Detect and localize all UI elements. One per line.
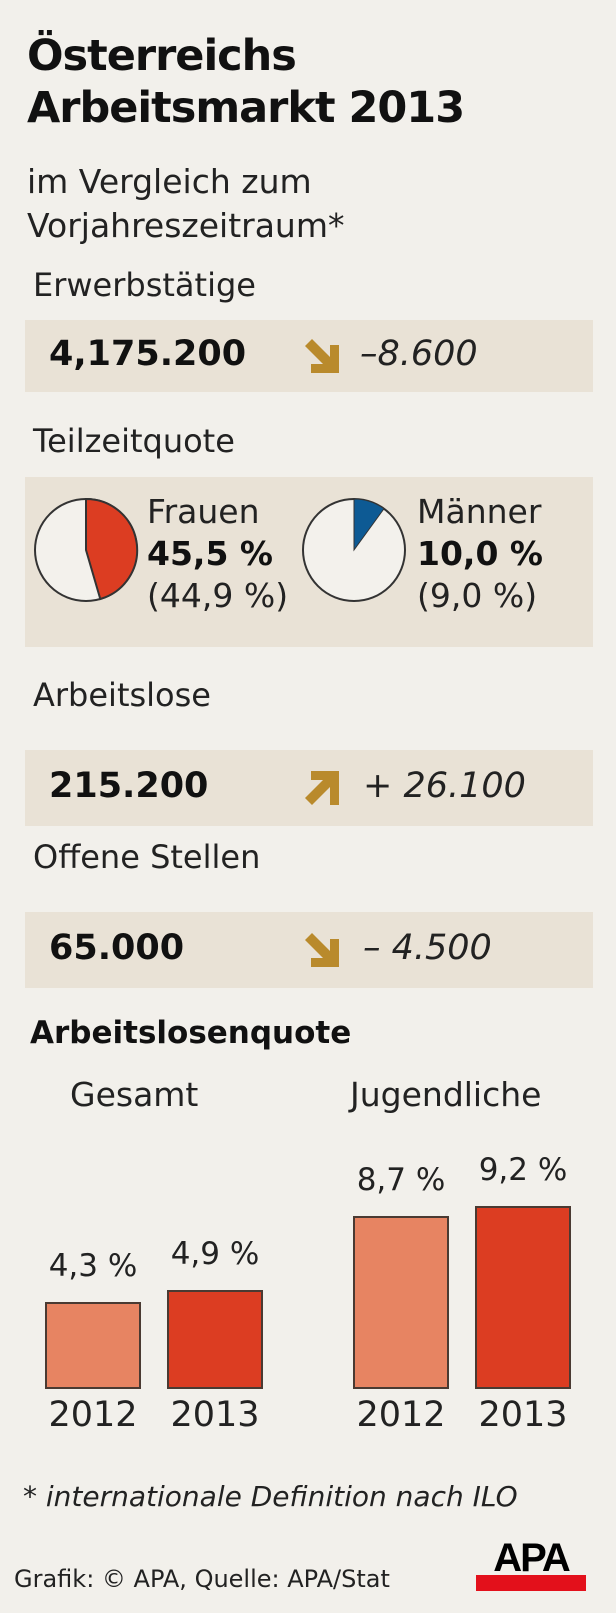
erwerbstaetige-value: 4,175.200 [49,334,247,374]
group-label-jugendliche: Jugendliche [350,1075,542,1114]
page-title: Österreichs Arbeitsmarkt 2013 [27,30,465,134]
apa-logo-bar [476,1575,586,1591]
frauen-label: Frauen [147,492,260,531]
offene-stellen-panel: 65.000 – 4.500 [25,912,593,988]
subtitle-line-2: Vorjahreszeitraum* [27,206,345,245]
offene-stellen-label: Offene Stellen [33,838,261,876]
bar-value-jugendliche-2012: 8,7 % [356,1162,446,1198]
teilzeitquote-label: Teilzeitquote [33,422,235,460]
teilzeitquote-panel: Frauen 45,5 % (44,9 %) Männer 10,0 % (9,… [25,477,593,647]
arbeitslosenquote-title: Arbeitslosenquote [30,1015,352,1051]
bar-gesamt-2012 [45,1302,141,1389]
arrow-down-right-icon [305,339,339,373]
footnote: * internationale Definition nach ILO [23,1480,518,1513]
bar-gesamt-2013 [167,1290,263,1389]
maenner-legend: Männer 10,0 % (9,0 %) [417,491,543,617]
frauen-value: 45,5 % [147,534,273,573]
frauen-previous: (44,9 %) [147,576,289,615]
title-line-2: Arbeitsmarkt 2013 [27,83,465,133]
maenner-previous: (9,0 %) [417,576,538,615]
year-label-jugendliche-2012: 2012 [356,1395,446,1435]
arbeitslose-value: 215.200 [49,766,209,806]
year-label-gesamt-2012: 2012 [48,1395,138,1435]
erwerbstaetige-panel: 4,175.200 –8.600 [25,320,593,392]
subtitle: im Vergleich zum Vorjahreszeitraum* [27,160,345,248]
apa-logo-text: APA [493,1536,570,1580]
title-line-1: Österreichs [27,31,297,81]
pie-chart-maenner [302,498,406,602]
maenner-value: 10,0 % [417,534,543,573]
year-label-jugendliche-2013: 2013 [478,1395,568,1435]
apa-logo: APA [474,1538,588,1594]
offene-stellen-change: – 4.500 [363,928,492,968]
group-label-gesamt: Gesamt [70,1075,199,1114]
arbeitslose-label: Arbeitslose [33,676,211,714]
arrow-up-right-icon [305,771,339,805]
arbeitslose-panel: 215.200 + 26.100 [25,750,593,826]
offene-stellen-value: 65.000 [49,928,185,968]
bar-value-gesamt-2013: 4,9 % [170,1236,260,1272]
frauen-legend: Frauen 45,5 % (44,9 %) [147,491,288,617]
bar-jugendliche-2013 [475,1206,571,1389]
erwerbstaetige-label: Erwerbstätige [33,266,256,304]
year-label-gesamt-2013: 2013 [170,1395,260,1435]
maenner-label: Männer [417,492,542,531]
arrow-down-right-icon [305,933,339,967]
subtitle-line-1: im Vergleich zum [27,162,312,201]
bar-value-gesamt-2012: 4,3 % [48,1248,138,1284]
erwerbstaetige-change: –8.600 [360,334,478,374]
bar-jugendliche-2012 [353,1216,449,1389]
bar-value-jugendliche-2013: 9,2 % [478,1152,568,1188]
source-credit: Grafik: © APA, Quelle: APA/Stat [14,1565,390,1593]
pie-chart-frauen [34,497,139,602]
arbeitslose-change: + 26.100 [363,766,526,806]
